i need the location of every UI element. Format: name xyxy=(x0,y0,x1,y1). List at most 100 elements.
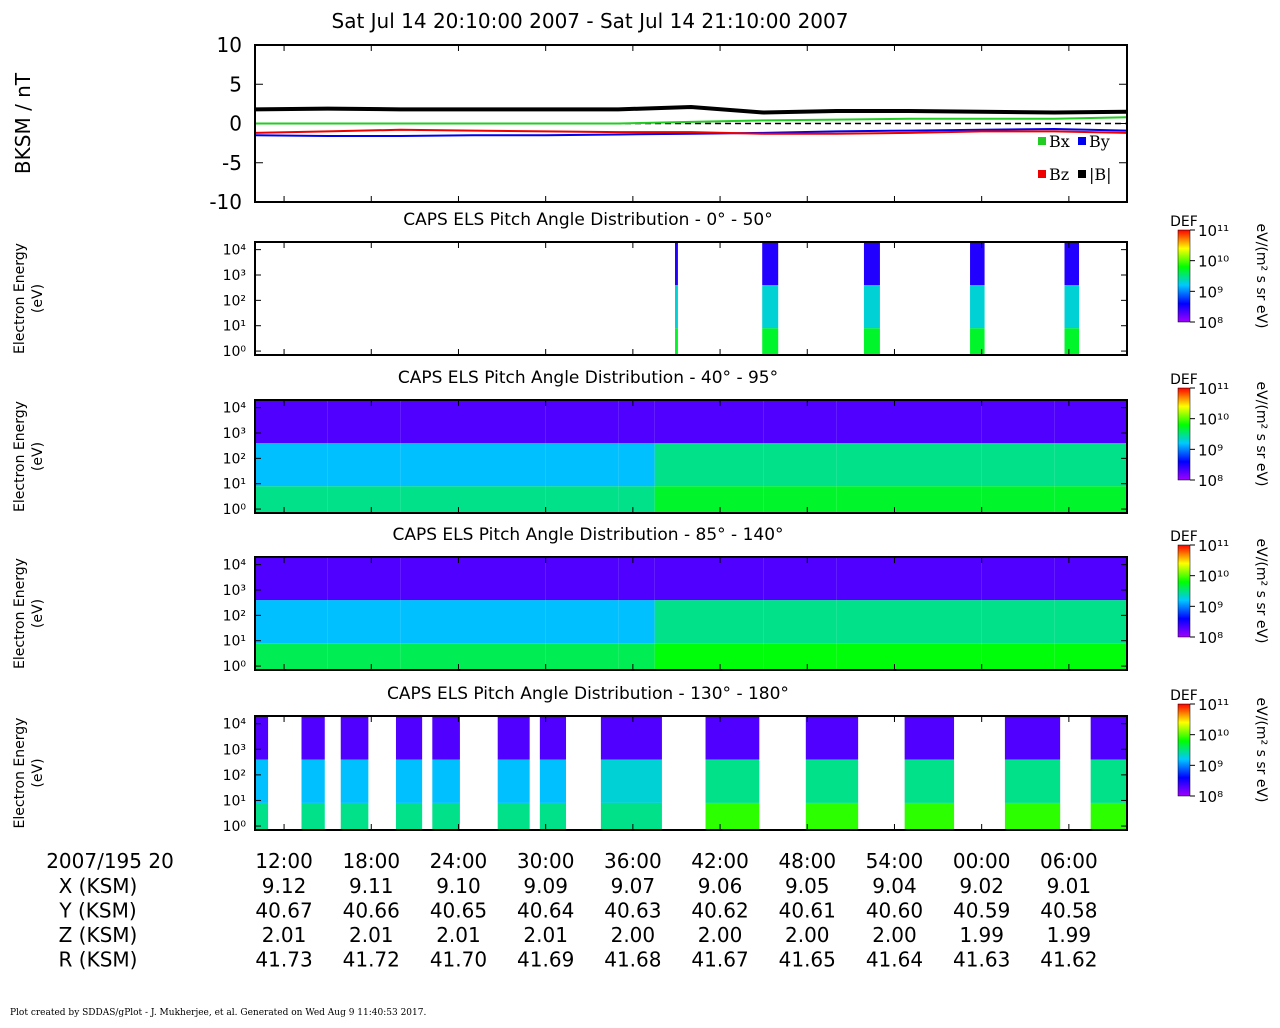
heatmap-cell xyxy=(539,802,567,830)
x-tick-label: 36:00 xyxy=(604,849,662,873)
y-tick-label: 10³ xyxy=(223,426,246,442)
heatmap-cell xyxy=(763,400,837,444)
y-tick-label: 10² xyxy=(223,293,246,309)
heatmap-cell xyxy=(762,285,779,329)
y-tick-label: 10⁴ xyxy=(223,401,247,417)
heatmap-cell xyxy=(654,486,691,513)
heatmap-cell xyxy=(400,400,473,444)
ephemeris-value: 40.64 xyxy=(517,899,574,923)
y-axis-label: (eV) xyxy=(30,284,46,313)
plot-frame xyxy=(254,399,1128,514)
heatmap-cell xyxy=(863,285,880,329)
x-axis-label: 2007/195 20 xyxy=(46,849,174,873)
ephemeris-value: 2.00 xyxy=(872,923,917,947)
heatmap-cell xyxy=(763,443,837,487)
legend-swatch xyxy=(1078,170,1086,178)
ephemeris-label: Y (KSM) xyxy=(58,899,136,923)
ephemeris-value: 41.69 xyxy=(517,948,574,972)
heatmap-cell xyxy=(255,716,269,760)
y-tick-label: 10⁴ xyxy=(223,558,247,574)
colorbar-tick-label: 10⁸ xyxy=(1198,472,1223,490)
y-tick-label: 10⁰ xyxy=(223,502,247,518)
ephemeris-value: 41.73 xyxy=(255,948,312,972)
heatmap-cell xyxy=(863,242,880,286)
heatmap-cell xyxy=(675,328,678,355)
legend-label: |B| xyxy=(1089,165,1112,184)
colorbar xyxy=(1177,387,1191,481)
y-tick-label: 10³ xyxy=(223,583,246,599)
heatmap-cell xyxy=(255,643,328,670)
ephemeris-value: 2.01 xyxy=(349,923,394,947)
x-tick-label: 00:00 xyxy=(953,849,1011,873)
y-axis-label: (eV) xyxy=(30,442,46,471)
y-tick-label: -10 xyxy=(209,190,242,214)
heatmap-cell xyxy=(691,486,764,513)
y-axis-label: Electron Energy xyxy=(12,243,28,354)
heatmap-cell xyxy=(904,802,955,830)
heatmap-cell xyxy=(691,600,764,644)
heatmap-cell xyxy=(762,242,779,286)
heatmap-cell xyxy=(618,400,655,444)
heatmap-cell xyxy=(545,600,619,644)
y-tick-label: 10 xyxy=(217,33,242,57)
panel-title: CAPS ELS Pitch Angle Distribution - 130°… xyxy=(387,684,789,704)
heatmap-cell xyxy=(863,328,880,355)
y-axis-label: (eV) xyxy=(30,599,46,628)
y-tick-label: 10¹ xyxy=(223,319,246,335)
heatmap-cell xyxy=(1054,443,1127,487)
heatmap-cell xyxy=(400,443,473,487)
heatmap-cell xyxy=(981,443,1055,487)
legend-swatch xyxy=(1038,137,1046,145)
heatmap-cell xyxy=(836,643,909,670)
heatmap-cell xyxy=(301,759,325,803)
heatmap-cell xyxy=(691,643,764,670)
heatmap-cell xyxy=(654,557,691,601)
ephemeris-value: 41.68 xyxy=(604,948,661,972)
heatmap-cell xyxy=(545,643,619,670)
y-tick-label: 0 xyxy=(229,112,242,136)
x-tick-label: 42:00 xyxy=(691,849,749,873)
heatmap-cell xyxy=(1004,759,1061,803)
ephemeris-value: 40.59 xyxy=(953,899,1010,923)
ephemeris-value: 9.06 xyxy=(698,874,743,898)
heatmap-cell xyxy=(675,242,678,286)
heatmap-cell xyxy=(395,759,423,803)
heatmap-cell xyxy=(1054,600,1127,644)
heatmap-cell xyxy=(970,242,985,286)
ephemeris-value: 9.09 xyxy=(523,874,568,898)
ephemeris-value: 41.72 xyxy=(343,948,400,972)
heatmap-cell xyxy=(654,443,691,487)
heatmap-cell xyxy=(654,643,691,670)
heatmap-cell xyxy=(327,443,401,487)
heatmap-cell xyxy=(255,600,328,644)
heatmap-cell xyxy=(909,486,982,513)
heatmap-cell xyxy=(255,802,269,830)
y-tick-label: 10² xyxy=(223,768,246,784)
heatmap-cell xyxy=(539,716,567,760)
ephemeris-value: 9.10 xyxy=(436,874,481,898)
y-tick-label: 5 xyxy=(229,72,242,96)
series-line xyxy=(255,116,1128,125)
colorbar-tick-label: 10¹⁰ xyxy=(1198,727,1229,745)
ephemeris-value: 41.67 xyxy=(691,948,748,972)
legend-swatch xyxy=(1038,170,1046,178)
heatmap-cell xyxy=(255,400,328,444)
heatmap-cell xyxy=(497,802,530,830)
heatmap-cell xyxy=(904,716,955,760)
colorbar xyxy=(1177,229,1191,323)
heatmap-cell xyxy=(1054,643,1127,670)
heatmap-cell xyxy=(618,643,655,670)
ephemeris-value: 2.01 xyxy=(262,923,307,947)
ephemeris-value: 9.12 xyxy=(262,874,307,898)
heatmap-cell xyxy=(400,486,473,513)
heatmap-cell xyxy=(473,400,546,444)
y-tick-label: 10² xyxy=(223,451,246,467)
heatmap-cell xyxy=(1090,716,1127,760)
series-line xyxy=(254,128,1128,135)
heatmap-cell xyxy=(340,802,369,830)
heatmap-cell xyxy=(836,600,909,644)
legend-label: Bz xyxy=(1049,165,1069,184)
ephemeris-value: 40.65 xyxy=(430,899,487,923)
heatmap-cell xyxy=(400,557,473,601)
